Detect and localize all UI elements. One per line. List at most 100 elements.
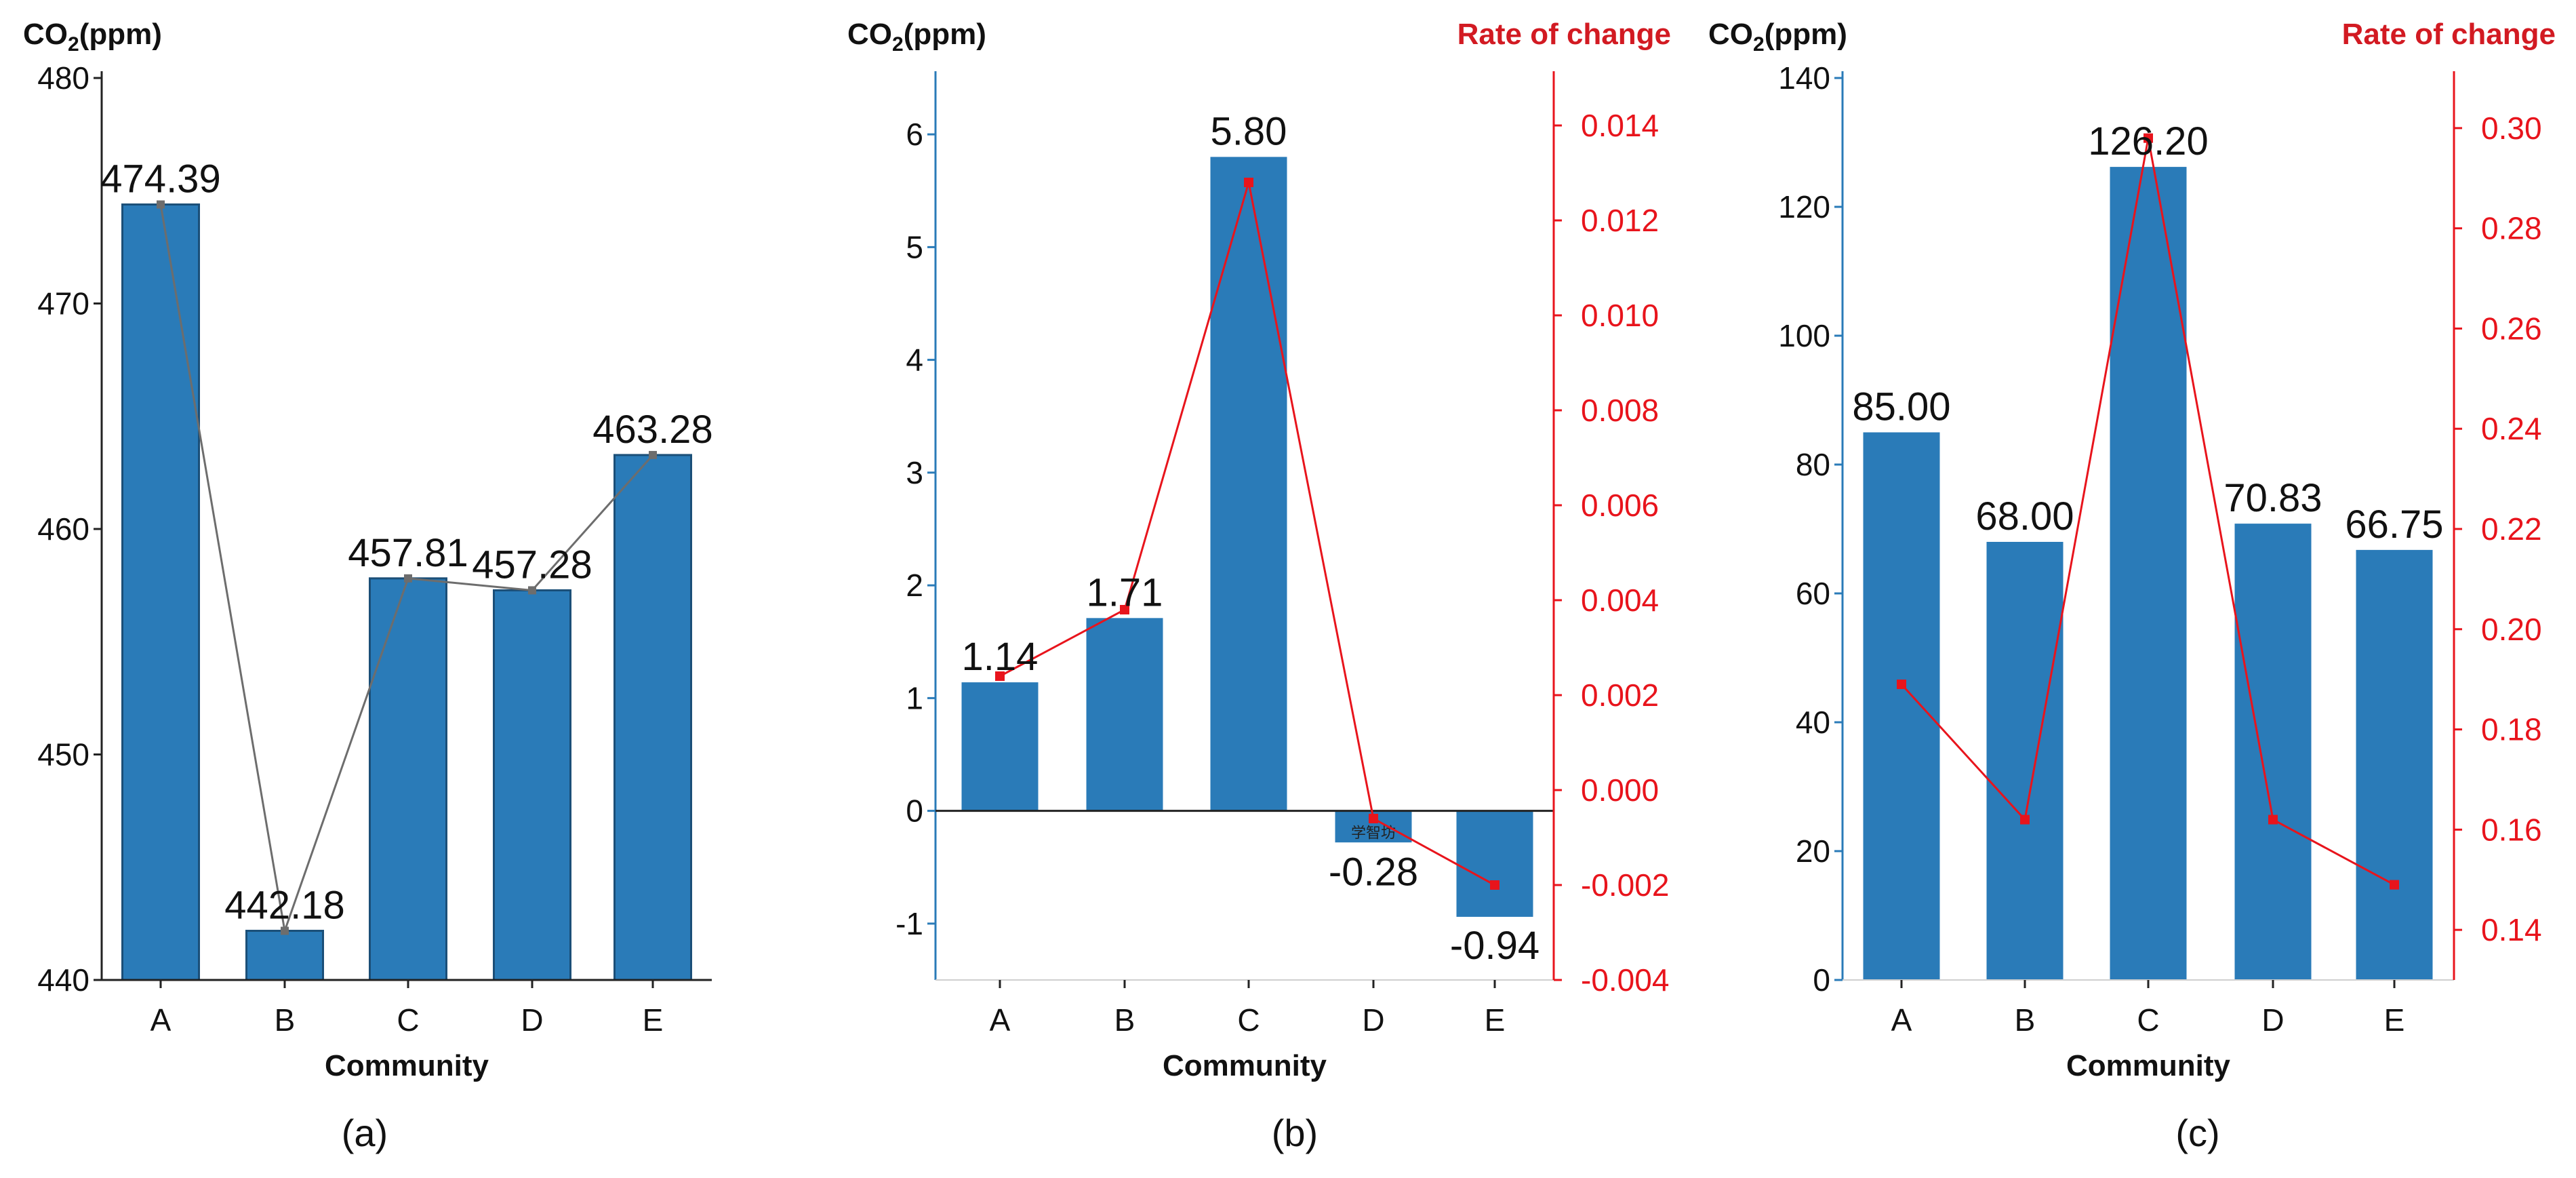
y-tick-label: 480 <box>37 60 89 96</box>
x-axis-title: Community <box>1163 1049 1327 1082</box>
data-label-B: 442.18 <box>224 884 344 928</box>
y2-tick-label: 0.16 <box>2481 812 2542 847</box>
line-point-B <box>2020 814 2030 825</box>
bar-A <box>961 682 1039 811</box>
y-tick-label: 440 <box>37 962 89 998</box>
y2-tick-label: 0.006 <box>1581 488 1659 523</box>
line-point-A <box>1897 680 1906 690</box>
line-point-A <box>995 671 1005 681</box>
x-tick-label-D: D <box>2261 1002 2284 1038</box>
x-axis-title: Community <box>325 1049 489 1082</box>
y2-axis-title: Rate of change <box>1457 18 1671 51</box>
y2-tick-label: 0.20 <box>2481 612 2542 647</box>
y2-tick-label: 0.008 <box>1581 393 1659 428</box>
line-point-E <box>2390 880 2399 890</box>
data-label-C: 457.81 <box>348 531 468 575</box>
bar-C <box>1210 157 1287 811</box>
watermark-text: 学智坊 <box>1351 825 1396 842</box>
bar-E <box>613 454 692 981</box>
x-axis-title: Community <box>2066 1049 2231 1082</box>
y-axis-title: CO2(ppm) <box>847 18 986 56</box>
y-tick-label: 0 <box>906 793 923 829</box>
line-point-A <box>157 200 165 209</box>
data-label-A: 474.39 <box>100 157 220 201</box>
chart-panel-a: 440 450 460 470 480 A B C D E 474.39 442.18 457.81 45… <box>23 18 713 1154</box>
bar-C <box>2110 167 2187 981</box>
data-label-D: -0.28 <box>1329 850 1418 895</box>
data-label-E: 66.75 <box>2345 503 2443 547</box>
y-tick-label: 5 <box>906 229 923 264</box>
y2-tick-label: 0.014 <box>1581 108 1659 143</box>
data-label-C: 126.20 <box>2088 119 2208 163</box>
x-tick-label-D: D <box>1362 1002 1384 1038</box>
y2-tick-label: -0.002 <box>1581 867 1669 903</box>
y-tick-label: 60 <box>1796 576 1830 611</box>
y2-tick-label: 0.000 <box>1581 772 1659 808</box>
line-point-B <box>1120 605 1129 614</box>
bar-C <box>369 577 447 981</box>
y2-tick-label: 0.002 <box>1581 678 1659 713</box>
y2-tick-label: 0.18 <box>2481 712 2542 747</box>
line-point-C <box>404 574 412 583</box>
y-axis-title: CO2(ppm) <box>1708 18 1847 56</box>
x-tick-label-E: E <box>1485 1002 1506 1038</box>
bar-B <box>245 930 324 981</box>
y2-tick-label: 0.22 <box>2481 511 2542 547</box>
data-label-B: 68.00 <box>1975 494 2074 538</box>
x-tick-label-A: A <box>1891 1002 1912 1038</box>
data-label-A: 1.14 <box>962 635 1039 679</box>
line-point-D <box>2268 814 2278 825</box>
y-tick-label: 0 <box>1813 962 1830 998</box>
y-tick-label: 120 <box>1778 189 1830 224</box>
x-tick-label-C: C <box>2137 1002 2159 1038</box>
data-label-C: 5.80 <box>1211 109 1287 153</box>
y-tick-label: 100 <box>1778 318 1830 353</box>
line-point-E <box>649 450 657 459</box>
line-point-B <box>281 926 289 935</box>
y-tick-label: 80 <box>1796 447 1830 482</box>
bar-E <box>2356 549 2433 980</box>
x-tick-label-A: A <box>150 1002 172 1038</box>
line-point-C <box>2144 133 2153 143</box>
bar-A <box>121 203 200 981</box>
line-point-D <box>1369 814 1378 823</box>
y2-tick-label: -0.004 <box>1581 962 1669 998</box>
y-tick-label: -1 <box>895 906 923 941</box>
data-label-E: -0.94 <box>1450 924 1539 968</box>
y-tick-label: 470 <box>37 286 89 321</box>
y-tick-label: 460 <box>37 511 89 547</box>
chart-panel-b: 学智坊 -1 0 1 2 3 4 5 6 -0.004 -0.002 0.000 0.002 0.004 0… <box>847 18 1671 1154</box>
panel-label: (c) <box>2175 1112 2219 1154</box>
data-label-B: 1.71 <box>1087 570 1163 614</box>
y2-tick-label: 0.26 <box>2481 311 2542 346</box>
x-tick-label-B: B <box>275 1002 296 1038</box>
bar-A <box>1863 432 1940 980</box>
x-tick-label-C: C <box>1237 1002 1260 1038</box>
y2-tick-label: 0.14 <box>2481 912 2542 947</box>
y-tick-label: 3 <box>906 455 923 490</box>
y-tick-label: 140 <box>1778 60 1830 96</box>
y-tick-label: 2 <box>906 568 923 603</box>
y-tick-label: 20 <box>1796 833 1830 869</box>
x-tick-label-E: E <box>643 1002 664 1038</box>
line-point-E <box>1490 880 1500 890</box>
x-tick-label-E: E <box>2384 1002 2405 1038</box>
x-tick-label-B: B <box>2015 1002 2036 1038</box>
data-label-D: 457.28 <box>472 543 592 587</box>
y-tick-label: 40 <box>1796 705 1830 740</box>
bar-B <box>1086 618 1163 811</box>
bar-D <box>2234 524 2312 980</box>
bar-B <box>1986 542 2064 980</box>
x-tick-label-D: D <box>521 1002 543 1038</box>
y2-tick-label: 0.012 <box>1581 203 1659 238</box>
y-tick-label: 4 <box>906 342 923 378</box>
y-tick-label: 6 <box>906 117 923 152</box>
line-point-D <box>528 586 536 595</box>
x-tick-label-B: B <box>1114 1002 1135 1038</box>
x-tick-label-C: C <box>397 1002 419 1038</box>
y-axis-title: CO2(ppm) <box>23 18 162 56</box>
y-tick-label: 1 <box>906 680 923 715</box>
y2-tick-label: 0.010 <box>1581 298 1659 333</box>
y2-tick-label: 0.004 <box>1581 583 1659 618</box>
y2-axis-title: Rate of change <box>2342 18 2556 51</box>
